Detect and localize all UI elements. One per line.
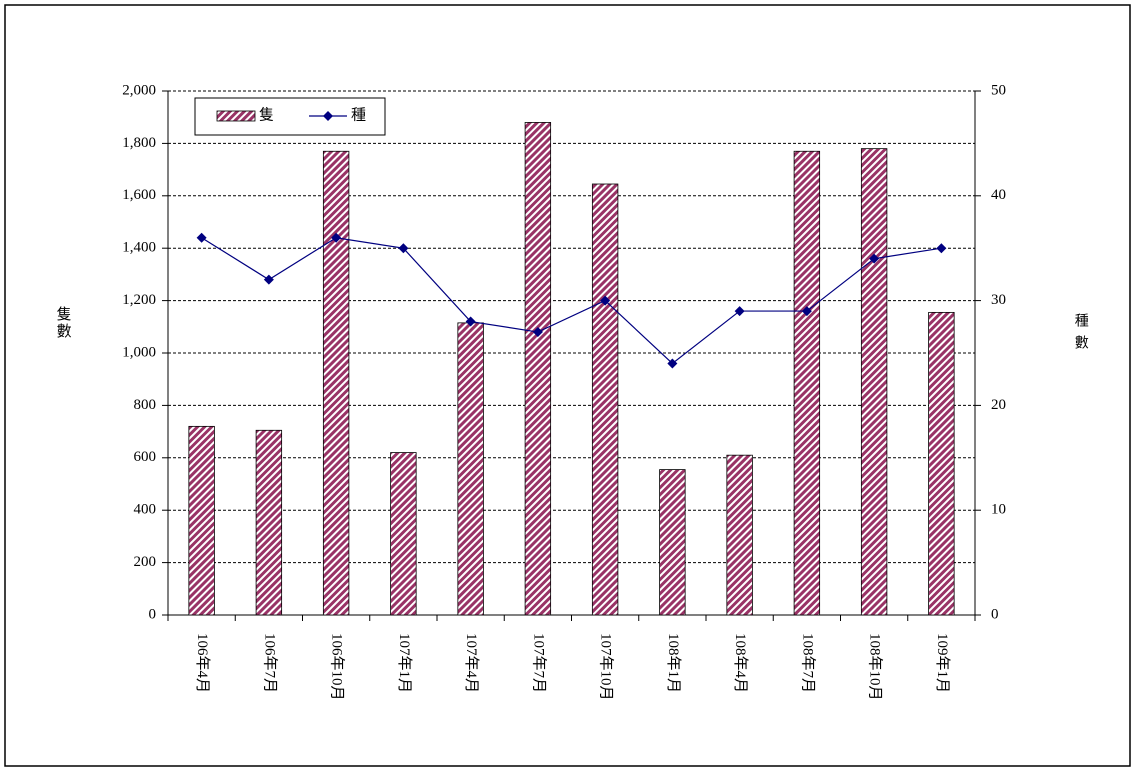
- x-tick-label: 108年4月: [732, 633, 749, 693]
- y-axis-label: 隻數: [55, 306, 72, 340]
- bar: [390, 452, 417, 616]
- x-tick-label: 107年4月: [463, 633, 480, 693]
- y2-tick-label: 50: [991, 82, 1006, 98]
- y2-tick-label: 10: [991, 502, 1006, 518]
- line-marker: [869, 253, 880, 264]
- y-tick-label: 1,200: [122, 292, 156, 308]
- legend-swatch: [216, 110, 256, 122]
- y-tick-label: 1,400: [122, 240, 156, 256]
- legend-label: 種: [351, 106, 366, 123]
- line-marker: [532, 327, 543, 338]
- x-tick-label: 107年1月: [396, 633, 413, 693]
- y2-tick-label: 20: [991, 397, 1006, 413]
- bar: [793, 150, 821, 616]
- line-marker: [196, 232, 207, 243]
- x-tick-label: 107年10月: [598, 633, 615, 701]
- x-tick-label: 108年7月: [799, 633, 816, 693]
- y2-tick-label: 40: [991, 187, 1006, 203]
- line-marker: [263, 274, 274, 285]
- line-marker: [667, 358, 678, 369]
- line-marker: [801, 306, 812, 317]
- bar: [860, 148, 888, 616]
- bar: [726, 454, 753, 616]
- x-tick-label: 108年1月: [665, 633, 682, 693]
- y-tick-label: 0: [149, 606, 157, 622]
- x-tick-label: 106年10月: [329, 633, 346, 701]
- chart-frame: [4, 4, 1131, 767]
- y-tick-label: 400: [134, 502, 157, 518]
- bar: [591, 183, 619, 616]
- bar: [188, 425, 215, 616]
- y-tick-label: 1,600: [122, 187, 156, 203]
- line-marker: [398, 243, 409, 254]
- y-tick-label: 1,800: [122, 135, 156, 151]
- x-tick-label: 107年7月: [530, 633, 547, 693]
- line-marker: [331, 232, 342, 243]
- y-tick-label: 2,000: [122, 82, 156, 98]
- x-tick-label: 108年10月: [867, 633, 884, 701]
- line-marker: [465, 316, 476, 327]
- bar: [322, 150, 350, 616]
- y2-tick-label: 30: [991, 292, 1006, 308]
- y2-tick-label: 0: [991, 606, 999, 622]
- bar: [457, 322, 484, 616]
- legend-label: 隻: [259, 106, 274, 123]
- bar: [659, 469, 686, 616]
- line-marker: [734, 306, 745, 317]
- y-tick-label: 800: [134, 397, 157, 413]
- y2-axis-label: 種數: [1073, 313, 1089, 357]
- y-tick-label: 600: [134, 449, 157, 465]
- legend-marker: [323, 111, 333, 121]
- y-tick-label: 200: [134, 554, 157, 570]
- line-marker: [600, 295, 611, 306]
- bar: [255, 429, 283, 616]
- bar: [928, 311, 955, 616]
- y-tick-label: 1,000: [122, 344, 156, 360]
- bar: [524, 122, 552, 616]
- x-tick-label: 106年7月: [261, 633, 278, 693]
- line-marker: [936, 243, 947, 254]
- line: [201, 237, 942, 365]
- x-tick-label: 109年1月: [934, 633, 951, 693]
- x-tick-label: 106年4月: [194, 633, 211, 693]
